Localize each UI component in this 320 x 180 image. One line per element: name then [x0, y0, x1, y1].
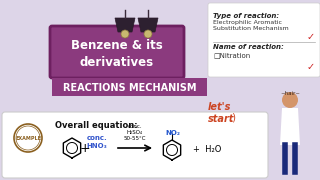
Text: □Nitration: □Nitration — [213, 52, 250, 58]
Polygon shape — [115, 18, 135, 32]
Text: Electrophilic Aromatic
Substitution Mechanism: Electrophilic Aromatic Substitution Mech… — [213, 20, 289, 31]
Text: Overall equation:: Overall equation: — [55, 121, 138, 130]
Polygon shape — [138, 18, 158, 32]
FancyBboxPatch shape — [50, 26, 184, 78]
Text: EXAMPLE: EXAMPLE — [15, 136, 41, 141]
Text: ✓: ✓ — [307, 32, 315, 42]
Text: Benzene & its
derivatives: Benzene & its derivatives — [71, 39, 163, 69]
Text: Name of reaction:: Name of reaction: — [213, 44, 284, 50]
Text: +: + — [80, 141, 90, 154]
Circle shape — [16, 126, 40, 150]
Text: +  H₂O: + H₂O — [193, 145, 221, 154]
Text: :): :) — [230, 112, 237, 122]
Text: ✓: ✓ — [307, 62, 315, 72]
Circle shape — [14, 124, 42, 152]
Circle shape — [121, 30, 129, 38]
Text: let's
start: let's start — [208, 102, 234, 124]
Polygon shape — [5, 135, 35, 175]
Text: Type of reaction:: Type of reaction: — [213, 13, 279, 19]
Text: REACTIONS MECHANISM: REACTIONS MECHANISM — [63, 83, 197, 93]
FancyBboxPatch shape — [208, 3, 320, 77]
Text: conc.
H₂SO₄
50-55°C: conc. H₂SO₄ 50-55°C — [124, 124, 146, 141]
FancyBboxPatch shape — [52, 78, 207, 96]
Text: ~hair~: ~hair~ — [280, 91, 300, 96]
Circle shape — [144, 30, 152, 38]
Text: NO₂: NO₂ — [165, 130, 180, 136]
Text: conc.
HNO₃: conc. HNO₃ — [87, 135, 108, 149]
Circle shape — [282, 92, 298, 108]
Polygon shape — [280, 108, 300, 145]
FancyBboxPatch shape — [2, 112, 268, 178]
